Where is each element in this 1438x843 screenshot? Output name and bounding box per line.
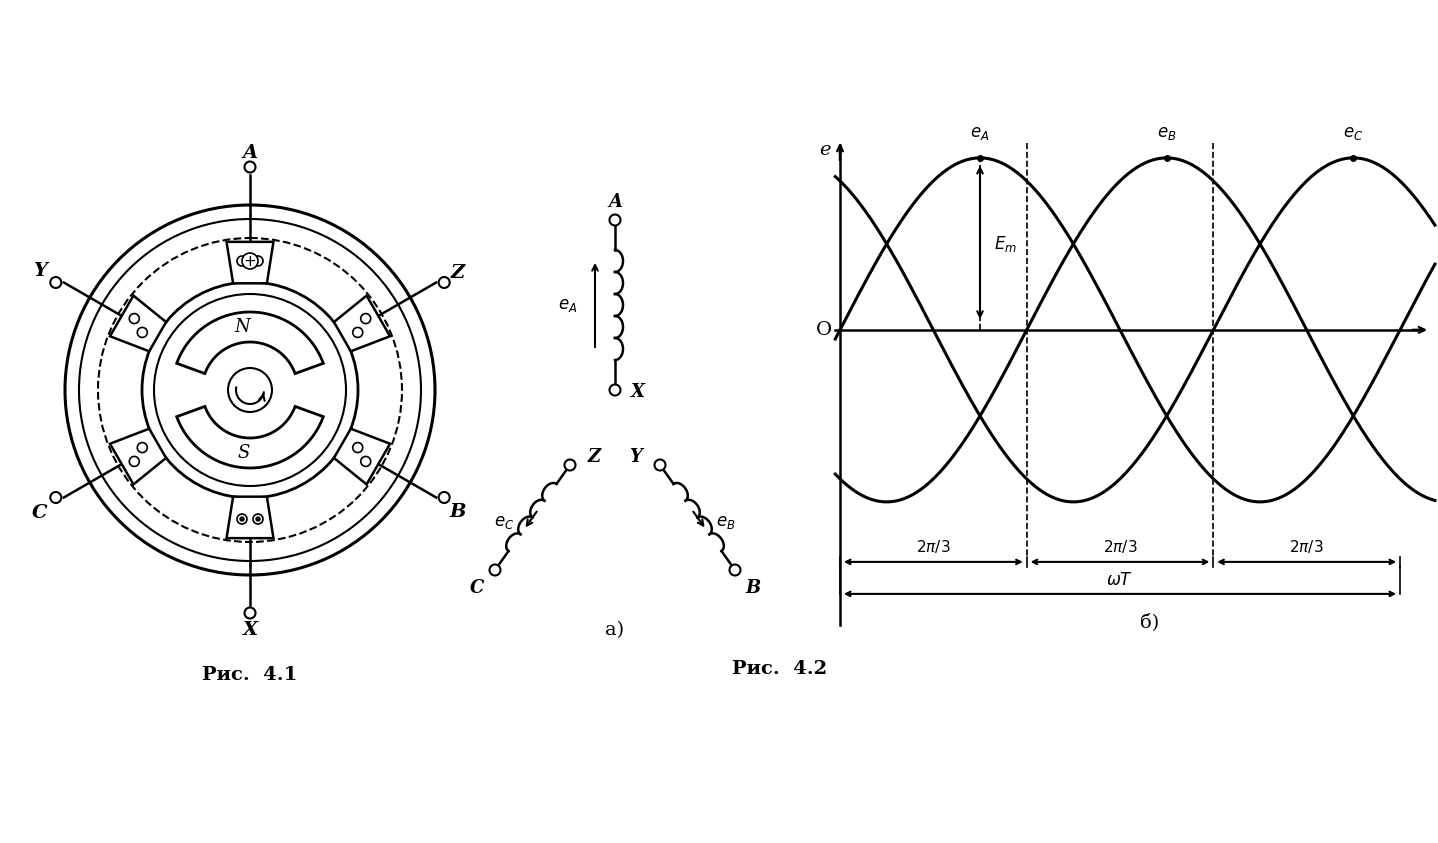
Circle shape bbox=[50, 492, 62, 503]
Circle shape bbox=[244, 608, 256, 619]
Circle shape bbox=[654, 459, 666, 470]
Polygon shape bbox=[227, 242, 273, 283]
Text: S: S bbox=[237, 444, 250, 462]
Text: $e_C$: $e_C$ bbox=[1343, 125, 1363, 142]
Circle shape bbox=[137, 327, 147, 337]
Circle shape bbox=[129, 456, 139, 466]
Polygon shape bbox=[334, 429, 390, 485]
Text: X: X bbox=[631, 383, 646, 401]
Circle shape bbox=[229, 368, 272, 412]
Text: Рис.  4.2: Рис. 4.2 bbox=[732, 660, 827, 678]
Text: Рис.  4.1: Рис. 4.1 bbox=[203, 666, 298, 684]
Circle shape bbox=[137, 443, 147, 453]
Circle shape bbox=[361, 314, 371, 324]
Text: $\omega T$: $\omega T$ bbox=[1106, 571, 1133, 589]
Polygon shape bbox=[177, 312, 324, 373]
Circle shape bbox=[729, 565, 741, 576]
Text: $2\pi/3$: $2\pi/3$ bbox=[916, 539, 951, 556]
Polygon shape bbox=[109, 429, 165, 485]
Polygon shape bbox=[177, 406, 324, 468]
Text: a): a) bbox=[605, 621, 624, 639]
Circle shape bbox=[142, 282, 358, 498]
Circle shape bbox=[129, 314, 139, 324]
Text: $2\pi/3$: $2\pi/3$ bbox=[1290, 539, 1324, 556]
Text: Y: Y bbox=[33, 261, 47, 280]
Polygon shape bbox=[109, 296, 165, 352]
Text: $E_m$: $E_m$ bbox=[994, 234, 1017, 254]
Circle shape bbox=[361, 456, 371, 466]
Text: $e_B$: $e_B$ bbox=[716, 514, 735, 531]
Circle shape bbox=[154, 294, 347, 486]
Polygon shape bbox=[227, 497, 273, 538]
Text: б): б) bbox=[1140, 613, 1159, 631]
Polygon shape bbox=[334, 296, 390, 352]
Circle shape bbox=[237, 256, 247, 266]
Circle shape bbox=[253, 514, 263, 524]
Circle shape bbox=[565, 459, 575, 470]
Circle shape bbox=[50, 277, 62, 288]
Text: A: A bbox=[243, 144, 257, 162]
Text: Y: Y bbox=[630, 448, 641, 466]
Text: C: C bbox=[32, 504, 47, 523]
Circle shape bbox=[610, 384, 621, 395]
Text: N: N bbox=[234, 318, 250, 336]
Text: C: C bbox=[470, 579, 485, 597]
Text: B: B bbox=[450, 502, 466, 520]
Text: +: + bbox=[243, 254, 256, 269]
Circle shape bbox=[352, 443, 362, 453]
Circle shape bbox=[352, 327, 362, 337]
Text: $e_B$: $e_B$ bbox=[1158, 125, 1176, 142]
Text: A: A bbox=[608, 193, 623, 211]
Circle shape bbox=[439, 277, 450, 288]
Circle shape bbox=[237, 514, 247, 524]
Circle shape bbox=[256, 517, 260, 521]
Text: B: B bbox=[745, 579, 761, 597]
Text: Z: Z bbox=[588, 448, 601, 466]
Text: O: O bbox=[815, 321, 833, 339]
Circle shape bbox=[242, 253, 257, 269]
Circle shape bbox=[610, 214, 621, 225]
Circle shape bbox=[253, 256, 263, 266]
Text: e: e bbox=[820, 141, 831, 159]
Circle shape bbox=[79, 219, 421, 561]
Circle shape bbox=[240, 517, 244, 521]
Circle shape bbox=[244, 162, 256, 173]
Text: X: X bbox=[243, 621, 257, 639]
Circle shape bbox=[489, 565, 500, 576]
Text: $e_C$: $e_C$ bbox=[495, 514, 515, 531]
Text: Z: Z bbox=[452, 264, 466, 282]
Text: $e_A$: $e_A$ bbox=[971, 125, 989, 142]
Text: $e_A$: $e_A$ bbox=[558, 297, 577, 314]
Text: $2\pi/3$: $2\pi/3$ bbox=[1103, 539, 1137, 556]
Circle shape bbox=[439, 492, 450, 503]
